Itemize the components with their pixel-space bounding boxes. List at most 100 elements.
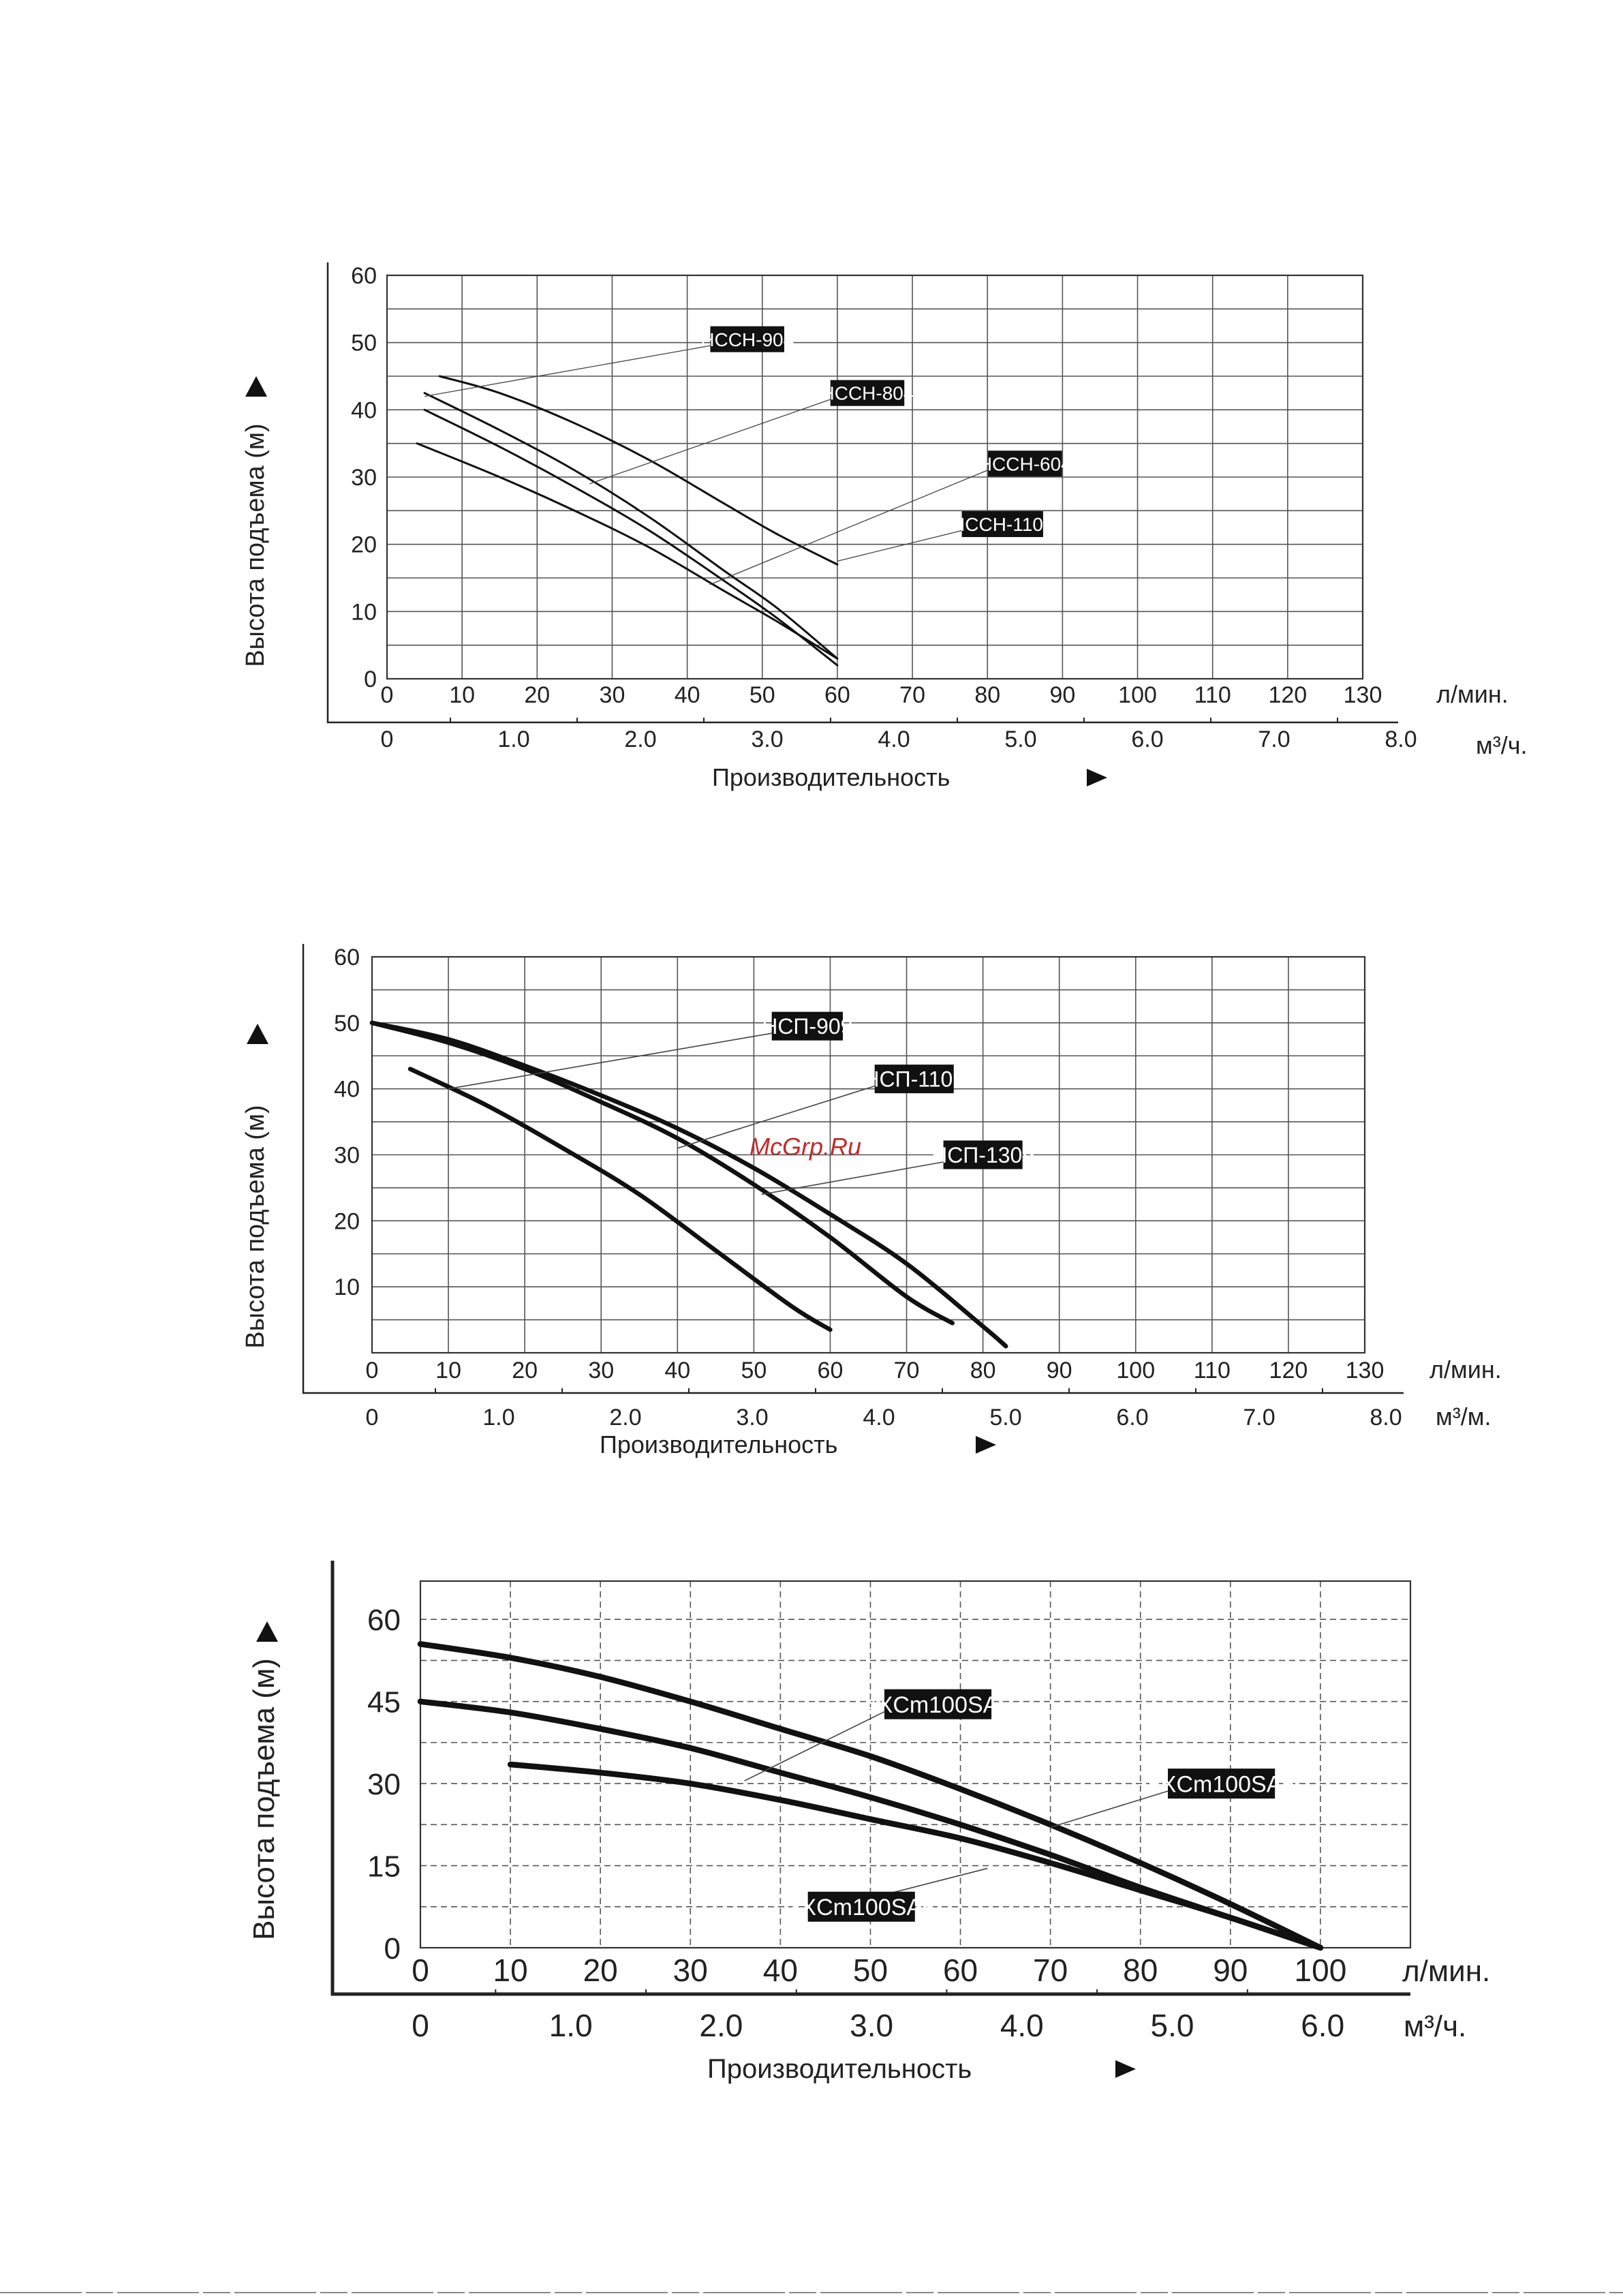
x-tick-label: 100 bbox=[1116, 1358, 1155, 1383]
x-tick-label: 120 bbox=[1269, 1358, 1308, 1383]
y-axis-title: Высота подъема (м) bbox=[247, 1658, 281, 1940]
series-tag-box bbox=[830, 380, 905, 406]
y-tick-label: 50 bbox=[334, 1011, 360, 1037]
plot-border bbox=[419, 1580, 1412, 1949]
series-tag-label: 3XCm100SA5 bbox=[788, 1895, 935, 1920]
series-tag-label: НСП-1109 bbox=[863, 1067, 965, 1092]
watermark: McGrp.Ru bbox=[749, 1133, 861, 1161]
x-tick-label: 0 bbox=[381, 682, 394, 708]
series-line-1 bbox=[417, 1641, 1324, 1951]
y-tick-label: 10 bbox=[351, 599, 377, 625]
y-axis-arrow-icon bbox=[256, 1621, 278, 1642]
outer-axis-frame bbox=[302, 944, 1404, 1394]
plot-border bbox=[386, 274, 1364, 680]
x-tick-label: 100 bbox=[1295, 1953, 1347, 1988]
x2-tick-label: 8.0 bbox=[1370, 1405, 1402, 1430]
chart-3: 0 15 30 45 60 0 10 20 30 40 50 60 70 80 90 100 0 1.0 2.0 3.… bbox=[247, 1561, 1490, 2084]
x-tick-label: 30 bbox=[673, 1953, 708, 1988]
x2-tick-label: 4.0 bbox=[863, 1405, 895, 1430]
y-tick-label: 10 bbox=[334, 1274, 360, 1300]
series-line-1 bbox=[407, 1067, 833, 1332]
chart-1: 0 10 20 30 40 50 60 0 10 20 30 40 50 60 70 80 90 100 110 12… bbox=[241, 262, 1528, 791]
x2-tick-label: 6.0 bbox=[1116, 1405, 1148, 1430]
series-line-1 bbox=[438, 375, 839, 566]
plot-grid bbox=[420, 1580, 1411, 1948]
x-tick-label: 90 bbox=[1047, 1358, 1072, 1383]
series-line-3 bbox=[423, 408, 839, 667]
x-tick-label: 80 bbox=[970, 1358, 996, 1383]
series-tag-label: НССН-804 bbox=[821, 383, 914, 404]
x-tick-label: 70 bbox=[894, 1358, 920, 1383]
series-tag-box bbox=[988, 450, 1062, 477]
x-unit-label: л/мин. bbox=[1402, 1955, 1490, 1988]
y-tick-label: 60 bbox=[351, 263, 377, 289]
x-tick-label: 50 bbox=[853, 1953, 888, 1988]
x-axis-arrow-icon bbox=[1087, 769, 1107, 786]
series-line-3 bbox=[507, 1761, 1324, 1951]
y-tick-label: 50 bbox=[351, 331, 377, 356]
y-axis-arrow-icon bbox=[245, 376, 267, 397]
x-tick-label: 40 bbox=[664, 1358, 690, 1383]
x-axis-title: Производительность bbox=[707, 2054, 972, 2084]
y-axis-arrow-icon bbox=[247, 1024, 268, 1044]
x-tick-label: 10 bbox=[449, 682, 475, 708]
series-line-2 bbox=[369, 1020, 955, 1326]
x2-tick-label: 0 bbox=[366, 1405, 379, 1430]
x2-tick-label: 0 bbox=[412, 2008, 429, 2043]
x-tick-label: 10 bbox=[493, 1953, 528, 1988]
outer-axis-frame bbox=[330, 1561, 1410, 1996]
x2-tick-label: 2.0 bbox=[624, 726, 656, 752]
label-leader-line bbox=[677, 1085, 875, 1149]
series-tag-label: 4XCm100SA5 bbox=[865, 1692, 1011, 1718]
label-leader-line bbox=[448, 1032, 772, 1090]
label-leader-line bbox=[744, 1711, 885, 1781]
x2-tick-label: 3.0 bbox=[850, 2008, 893, 2043]
x2-tick-label: 1.0 bbox=[549, 2008, 593, 2043]
x-tick-label: 30 bbox=[600, 682, 625, 708]
x-axis-title: Производительность bbox=[600, 1430, 837, 1458]
x2-tick-label: 3.0 bbox=[736, 1405, 768, 1430]
x2-tick-label: 7.0 bbox=[1243, 1405, 1275, 1430]
label-leader-line bbox=[709, 470, 989, 585]
x-tick-label: 100 bbox=[1118, 682, 1157, 708]
plot-border bbox=[371, 955, 1366, 1354]
series-tag-box bbox=[943, 1140, 1023, 1169]
series-tag-box bbox=[807, 1891, 915, 1922]
x-tick-label: 20 bbox=[524, 682, 550, 708]
y-axis-title: Высота подъема (м) bbox=[241, 1105, 270, 1348]
x-tick-label: 40 bbox=[675, 682, 700, 708]
x-axis-title: Производительность bbox=[712, 763, 950, 791]
outer-axis-frame bbox=[326, 262, 1398, 724]
series-tag-box bbox=[710, 326, 784, 352]
x-tick-label: 120 bbox=[1268, 682, 1307, 708]
x2-tick-label: 2.0 bbox=[699, 2008, 743, 2043]
x-tick-label: 70 bbox=[1033, 1953, 1068, 1988]
x2-tick-label: 5.0 bbox=[1151, 2008, 1194, 2043]
x-tick-label: 110 bbox=[1194, 682, 1231, 708]
series-line-4 bbox=[416, 442, 839, 660]
x-tick-label: 80 bbox=[1123, 1953, 1158, 1988]
x-tick-label: 40 bbox=[763, 1953, 798, 1988]
x-tick-label: 130 bbox=[1346, 1358, 1385, 1383]
x2-tick-label: 7.0 bbox=[1258, 726, 1290, 752]
label-leader-line bbox=[589, 399, 831, 485]
series-line-3 bbox=[369, 1020, 1008, 1349]
x-tick-label: 20 bbox=[583, 1953, 618, 1988]
series-tag-label: НССН-604 bbox=[978, 453, 1072, 474]
y-axis-title: Высота подъема (м) bbox=[241, 423, 270, 667]
x2-tick-label: 4.0 bbox=[878, 726, 910, 752]
x2-tick-label: 1.0 bbox=[482, 1405, 514, 1430]
y-tick-label: 60 bbox=[367, 1604, 401, 1637]
y-tick-label: 40 bbox=[351, 397, 377, 423]
x-unit-label: л/мин. bbox=[1436, 680, 1509, 708]
x2-tick-label: 4.0 bbox=[1000, 2008, 1044, 2043]
x2-tick-label: 5.0 bbox=[989, 1405, 1021, 1430]
y-tick-label: 15 bbox=[367, 1850, 401, 1884]
x-axis-arrow-icon bbox=[1115, 2060, 1136, 2078]
series-tag-box bbox=[874, 1065, 954, 1094]
x2-unit-label: м³/ч. bbox=[1404, 2010, 1466, 2043]
series-tag-box bbox=[771, 1011, 843, 1041]
y-tick-label: 45 bbox=[367, 1686, 401, 1719]
x2-tick-label: 8.0 bbox=[1385, 726, 1417, 752]
